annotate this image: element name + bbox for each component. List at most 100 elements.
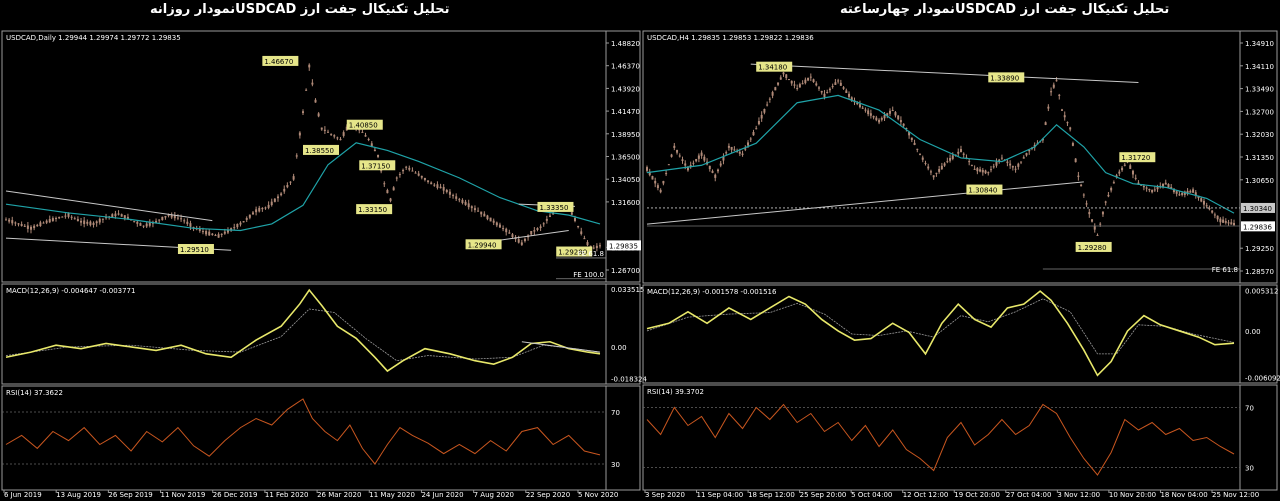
candle-body (1200, 198, 1203, 202)
trendline (646, 181, 1084, 225)
candle-body (1115, 175, 1118, 178)
candle-body (445, 190, 448, 193)
candle-body (692, 162, 695, 164)
candle-body (389, 198, 392, 202)
candle-body (946, 161, 949, 163)
candle-body (839, 82, 842, 86)
y-tick-label: 1.46370 (611, 63, 640, 71)
candle-body (420, 175, 423, 178)
candle-body (984, 170, 987, 174)
candle-body (192, 226, 195, 228)
candle-body (502, 228, 505, 230)
candle-body (583, 238, 586, 240)
candle-body (651, 176, 654, 180)
candle-body (361, 131, 364, 133)
candle-body (83, 220, 86, 225)
fe-label: FE 61.8 (578, 250, 604, 258)
candle-body (1077, 175, 1080, 178)
right-heading: تحلیل تکنیکال جفت ارز USDCADنمودار چهارس… (840, 2, 1170, 17)
candle-body (1162, 183, 1165, 187)
price-label: 1.30840 (968, 187, 997, 195)
candle-body (894, 112, 897, 116)
macd-tick-label: 0.00 (611, 344, 627, 352)
candle-body (990, 169, 993, 171)
candle-body (402, 169, 405, 172)
candle-body (968, 161, 971, 163)
x-tick-label: 22 Sep 2020 (526, 491, 570, 499)
candle-body (136, 221, 139, 224)
candle-body (208, 231, 211, 236)
candle-body (36, 224, 39, 227)
candle-body (1055, 80, 1058, 82)
candle-body (1197, 195, 1200, 199)
candle-body (1047, 106, 1050, 109)
candle-body (530, 230, 533, 235)
candle-body (386, 190, 389, 194)
candle-body (659, 189, 662, 193)
symbol-info: USDCAD,H4 1.29835 1.29853 1.29822 1.2983… (647, 34, 814, 42)
candle-body (76, 219, 79, 222)
candle-body (1189, 190, 1192, 193)
y-tick-label: 1.32700 (1245, 108, 1274, 116)
rsi-tick-label: 30 (1245, 465, 1254, 473)
candle-body (198, 228, 201, 231)
candle-body (211, 233, 214, 235)
candle-body (815, 83, 818, 86)
candle-body (727, 145, 730, 148)
candle-body (697, 155, 700, 159)
candle-body (489, 217, 492, 222)
candle-body (1183, 191, 1186, 195)
price-label-box (303, 144, 339, 155)
candle-body (837, 80, 840, 82)
current-price-tag-box (1241, 221, 1275, 232)
candle-body (695, 159, 698, 162)
candle-body (916, 148, 919, 150)
moving-average-line (5, 142, 601, 232)
candle-body (886, 113, 889, 116)
price-label: 1.46670 (264, 58, 293, 66)
candle-body (133, 221, 136, 223)
price-label-box (346, 119, 383, 130)
candle-body (523, 238, 526, 242)
y-tick-label: 1.34110 (1245, 63, 1274, 71)
candle-body (1014, 168, 1017, 170)
candle-body (226, 229, 229, 233)
candle-body (158, 219, 161, 221)
candle-body (1170, 187, 1173, 190)
candle-body (80, 220, 83, 223)
candle-body (539, 226, 542, 228)
candle-body (17, 223, 20, 225)
candle-body (1022, 157, 1025, 159)
candle-body (929, 171, 932, 173)
candle-body (498, 224, 501, 228)
candle-body (976, 168, 979, 172)
candle-body (55, 218, 58, 220)
candle-body (940, 165, 943, 170)
price-label: 1.38550 (305, 147, 334, 155)
candle-body (878, 119, 881, 123)
candle-body (760, 114, 763, 119)
candle-body (676, 149, 679, 153)
candle-body (749, 138, 752, 140)
candle-body (276, 196, 279, 199)
y-tick-label: 1.33490 (1245, 86, 1274, 94)
candle-body (730, 146, 733, 150)
candle-body (427, 180, 430, 182)
candle-body (167, 214, 170, 216)
candle-body (295, 155, 298, 157)
candle-body (809, 76, 812, 78)
candle-body (777, 82, 780, 85)
candle-body (517, 239, 520, 243)
y-tick-label: 1.38950 (611, 131, 640, 139)
candle-body (656, 185, 659, 189)
candle-body (1156, 187, 1159, 190)
candle-body (785, 74, 788, 79)
candle-body (114, 213, 117, 217)
candle-body (86, 221, 89, 224)
candle-body (155, 220, 158, 223)
candle-body (1123, 164, 1126, 166)
candle-body (949, 158, 952, 161)
candle-body (1009, 163, 1012, 166)
candle-body (161, 216, 164, 220)
candle-body (888, 110, 891, 114)
